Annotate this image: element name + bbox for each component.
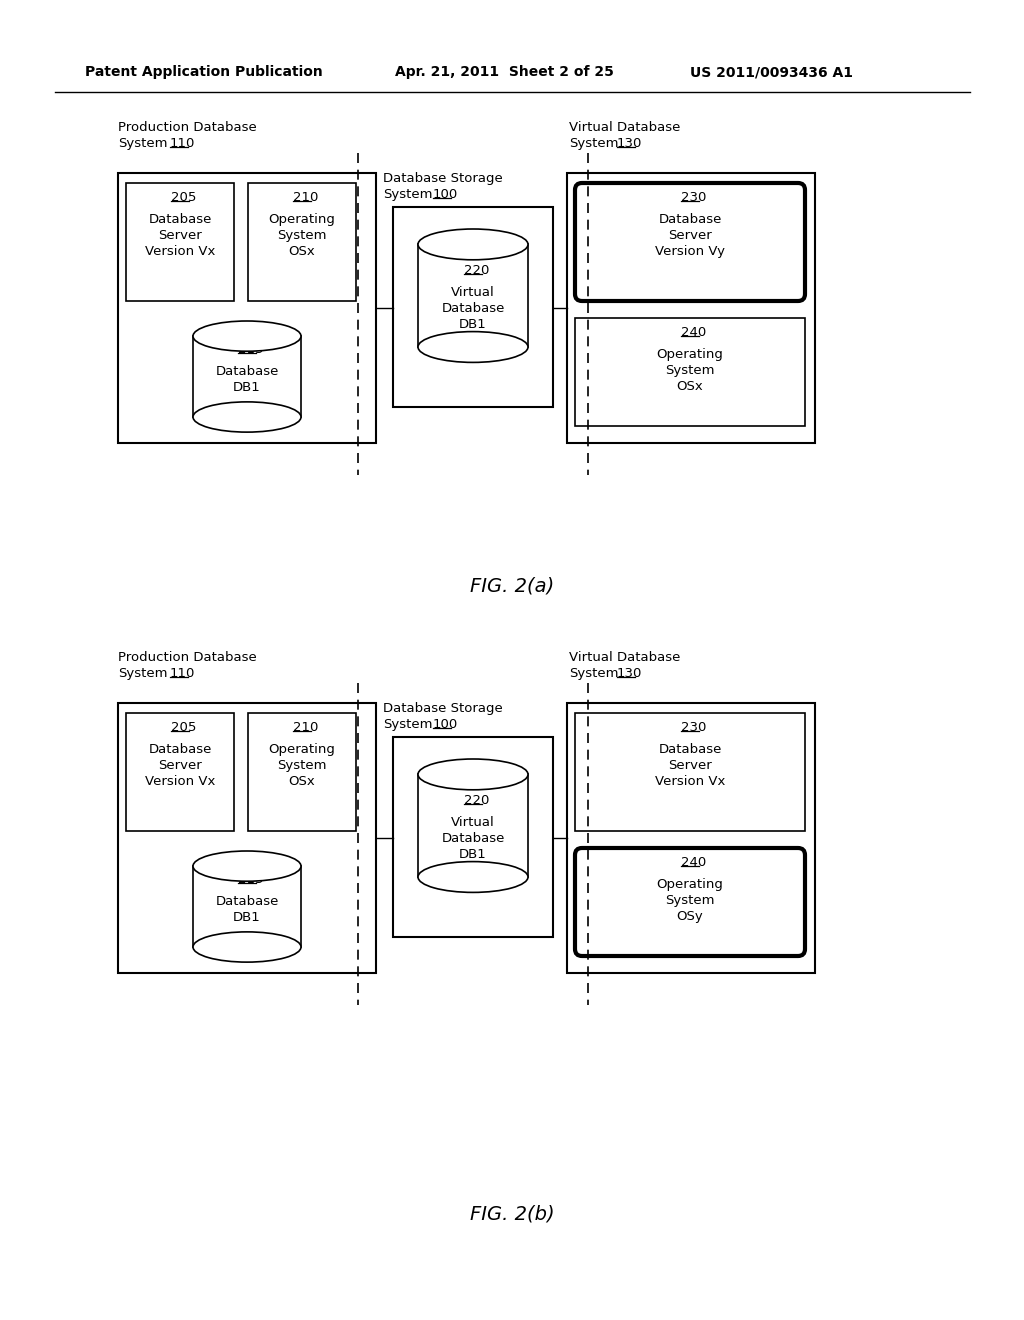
Text: OSy: OSy: [677, 909, 703, 923]
Text: 220: 220: [464, 795, 489, 807]
Text: Patent Application Publication: Patent Application Publication: [85, 65, 323, 79]
Text: Server: Server: [668, 228, 712, 242]
FancyBboxPatch shape: [575, 183, 805, 301]
Bar: [567, 173, 815, 444]
Text: Version Vx: Version Vx: [144, 246, 215, 257]
Text: Database: Database: [658, 743, 722, 756]
Text: DB1: DB1: [233, 911, 261, 924]
Text: Database: Database: [148, 213, 212, 226]
Text: Server: Server: [158, 759, 202, 772]
Text: Virtual Database: Virtual Database: [569, 651, 680, 664]
Ellipse shape: [418, 759, 528, 789]
Text: FIG. 2(b): FIG. 2(b): [470, 1205, 554, 1224]
Text: Production Database: Production Database: [118, 651, 257, 664]
Bar: [575, 713, 805, 832]
Bar: [393, 737, 553, 937]
Bar: [393, 207, 553, 407]
Text: 240: 240: [681, 855, 707, 869]
Bar: [193, 337, 301, 417]
Text: 100: 100: [433, 187, 459, 201]
Text: US 2011/0093436 A1: US 2011/0093436 A1: [690, 65, 853, 79]
FancyBboxPatch shape: [575, 847, 805, 956]
Text: 215: 215: [239, 873, 263, 886]
Text: Server: Server: [668, 759, 712, 772]
Text: DB1: DB1: [459, 847, 486, 861]
Text: System: System: [666, 894, 715, 907]
Text: 130: 130: [617, 667, 642, 680]
Text: Database: Database: [658, 213, 722, 226]
Text: Version Vx: Version Vx: [144, 775, 215, 788]
Text: OSx: OSx: [677, 380, 703, 393]
Text: Virtual: Virtual: [452, 286, 495, 300]
Text: Apr. 21, 2011  Sheet 2 of 25: Apr. 21, 2011 Sheet 2 of 25: [395, 65, 613, 79]
Text: System: System: [278, 759, 327, 772]
Text: System: System: [278, 228, 327, 242]
Bar: [418, 244, 528, 347]
Text: System: System: [118, 667, 168, 680]
Text: Operating: Operating: [268, 743, 336, 756]
Text: Operating: Operating: [656, 878, 723, 891]
Bar: [118, 173, 376, 444]
Text: Virtual: Virtual: [452, 816, 495, 829]
Text: Database Storage: Database Storage: [383, 172, 503, 185]
Text: Virtual Database: Virtual Database: [569, 121, 680, 135]
Text: Database: Database: [215, 895, 279, 908]
Text: 215: 215: [239, 343, 263, 356]
Bar: [248, 183, 356, 301]
Bar: [126, 713, 234, 832]
Text: Production Database: Production Database: [118, 121, 257, 135]
Text: Version Vx: Version Vx: [654, 775, 725, 788]
Bar: [567, 704, 815, 973]
Text: 130: 130: [617, 137, 642, 150]
Text: 205: 205: [171, 721, 197, 734]
Text: System: System: [569, 137, 618, 150]
Text: 230: 230: [681, 191, 707, 205]
Text: System: System: [666, 364, 715, 378]
Text: System: System: [383, 187, 432, 201]
Text: Operating: Operating: [656, 348, 723, 360]
Text: OSx: OSx: [289, 246, 315, 257]
Text: 240: 240: [681, 326, 707, 339]
Ellipse shape: [193, 321, 301, 351]
Text: System: System: [383, 718, 432, 731]
Ellipse shape: [193, 401, 301, 432]
Bar: [193, 866, 301, 946]
Text: 220: 220: [464, 264, 489, 277]
Text: 100: 100: [433, 718, 459, 731]
Bar: [575, 318, 805, 426]
Bar: [418, 775, 528, 876]
Text: Database Storage: Database Storage: [383, 702, 503, 715]
Bar: [126, 183, 234, 301]
Bar: [248, 713, 356, 832]
Text: Database: Database: [441, 832, 505, 845]
Text: Server: Server: [158, 228, 202, 242]
Ellipse shape: [193, 932, 301, 962]
Bar: [118, 704, 376, 973]
Text: System: System: [569, 667, 618, 680]
Text: DB1: DB1: [233, 381, 261, 393]
Text: 230: 230: [681, 721, 707, 734]
Ellipse shape: [418, 228, 528, 260]
Text: Database: Database: [148, 743, 212, 756]
Text: FIG. 2(a): FIG. 2(a): [470, 576, 554, 595]
Text: Version Vy: Version Vy: [655, 246, 725, 257]
Text: 110: 110: [170, 667, 196, 680]
Ellipse shape: [418, 862, 528, 892]
Text: Operating: Operating: [268, 213, 336, 226]
Text: OSx: OSx: [289, 775, 315, 788]
Ellipse shape: [418, 331, 528, 363]
Text: 210: 210: [293, 191, 318, 205]
Text: 210: 210: [293, 721, 318, 734]
Text: 110: 110: [170, 137, 196, 150]
Ellipse shape: [193, 851, 301, 882]
Text: System: System: [118, 137, 168, 150]
Text: Database: Database: [441, 302, 505, 315]
Text: DB1: DB1: [459, 318, 486, 331]
Text: 205: 205: [171, 191, 197, 205]
Text: Database: Database: [215, 366, 279, 378]
